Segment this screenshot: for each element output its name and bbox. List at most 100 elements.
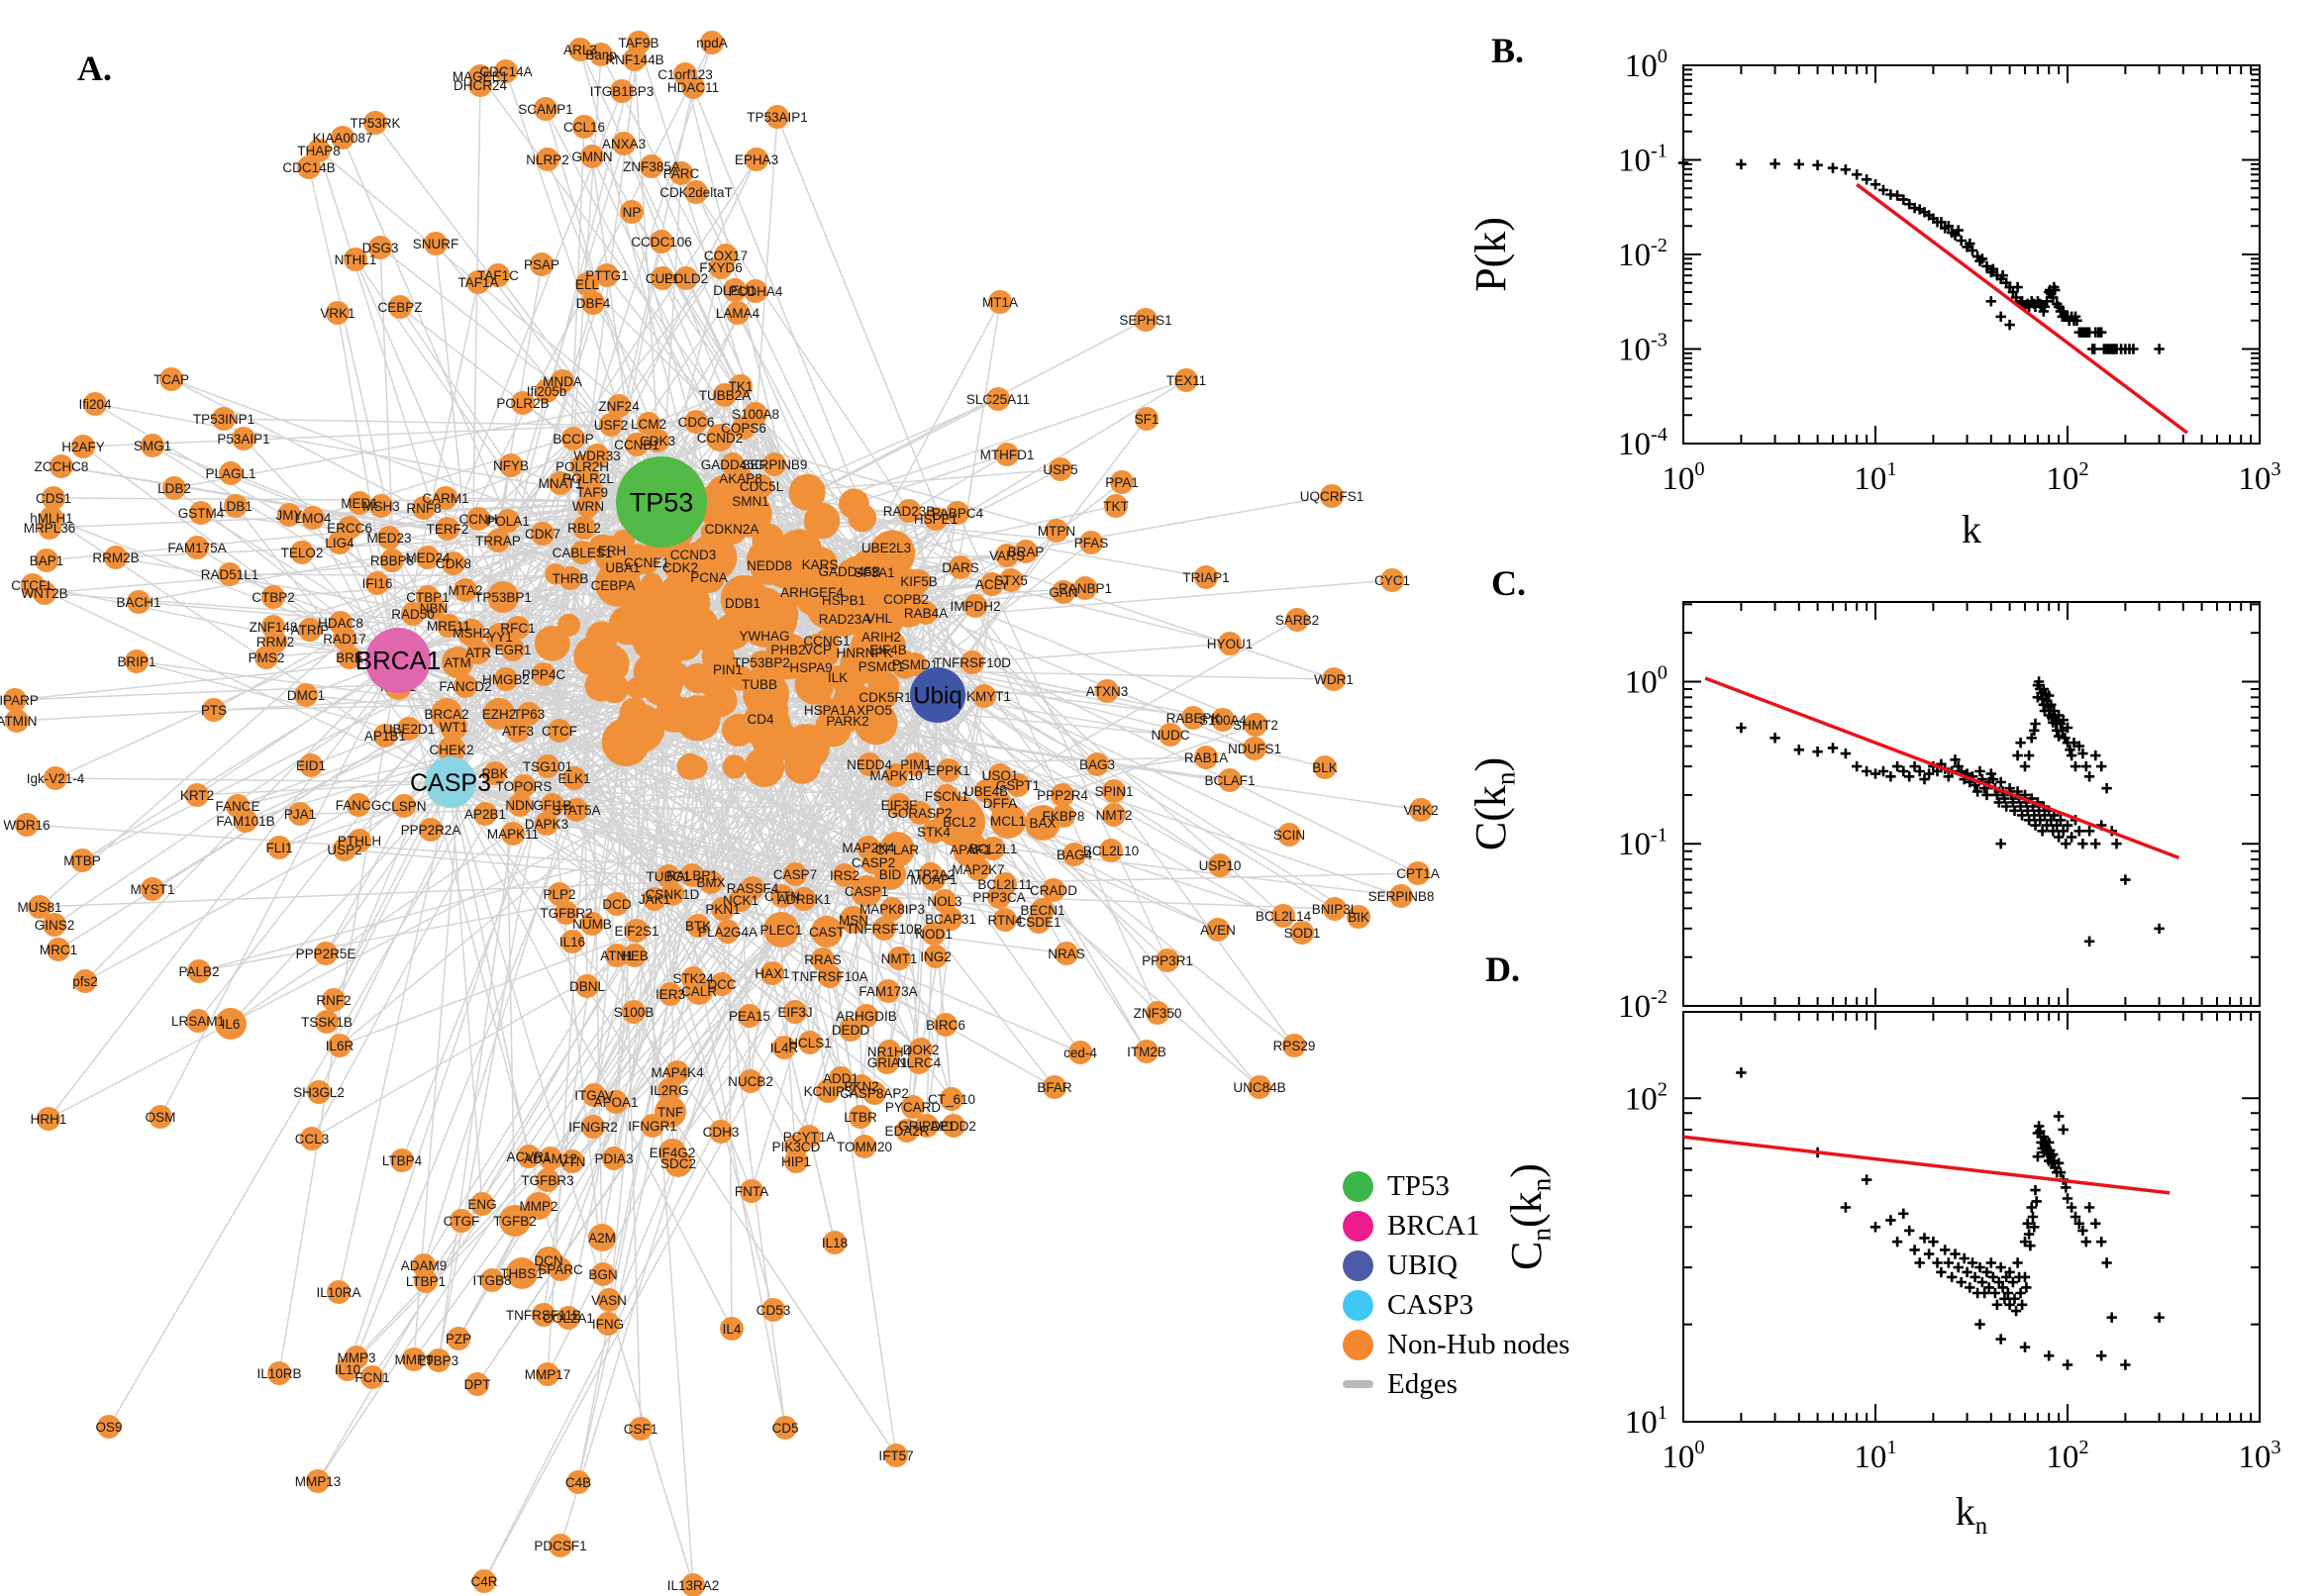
network-node: [939, 907, 962, 931]
network-node: [125, 649, 149, 673]
network-node-label: PMS2: [249, 650, 285, 665]
network-node-label: CSDE1: [1016, 915, 1060, 930]
network-node: [596, 1312, 620, 1336]
fit-line: [1682, 1135, 2171, 1195]
network-node-label: SHMT2: [1233, 718, 1278, 733]
network-node-label: IFI16: [362, 576, 393, 591]
svg-text:10-2: 10-2: [1618, 235, 1667, 273]
network-node-label: PPP2R2A: [401, 823, 461, 838]
network-node-label: RRM2B: [92, 550, 139, 565]
network-node-label: RAB4A: [904, 606, 948, 621]
network-node-label: TK1: [729, 379, 754, 394]
network-node-label: MAPK10: [869, 768, 922, 783]
network-node-label: JMY: [276, 508, 303, 523]
network-node-label: KARS: [802, 557, 839, 572]
network-node-label: SF3A1: [854, 565, 894, 580]
network-node-label: CDK5R1: [858, 690, 911, 705]
network-node-label: ACVR1: [506, 1149, 551, 1164]
network-node-label: IL6R: [326, 1039, 354, 1053]
network-node-label: FAM173A: [858, 984, 917, 999]
hub-node-casp3: [425, 756, 476, 808]
svg-text:102: 102: [1625, 1078, 1667, 1117]
network-node: [876, 979, 900, 1003]
network-node-label: ATR: [465, 646, 491, 660]
network-node-label: TNFRSF10D: [934, 655, 1011, 670]
network-node: [760, 961, 784, 985]
network-node: [904, 752, 928, 776]
network-node-label: CTCF: [542, 724, 577, 739]
network-node: [501, 638, 525, 661]
network-node-label: NLRC4: [897, 1055, 942, 1070]
network-node-label: NBN: [420, 601, 449, 616]
network-node: [141, 434, 164, 457]
network-node: [907, 1050, 931, 1074]
network-node-label: HEB: [621, 948, 649, 963]
network-node: [541, 793, 564, 817]
network-node-label: SMN1: [732, 494, 769, 509]
network-node-label: JAK1: [639, 892, 670, 907]
network-node: [300, 1127, 324, 1150]
network-node: [716, 513, 748, 545]
network-node-label: PBK: [481, 766, 508, 781]
network-node-label: MRE11: [427, 619, 470, 634]
network-node-label: Ifi205b: [527, 384, 567, 399]
network-node: [333, 838, 356, 861]
network-node: [875, 1050, 899, 1074]
network-node-label: VASN: [591, 1293, 627, 1308]
network-node: [625, 919, 649, 943]
network-node: [1134, 308, 1158, 332]
network-node-label: NCK1: [723, 893, 758, 908]
network-node: [641, 1114, 664, 1138]
network-node-label: APOA1: [593, 1095, 638, 1110]
network-node-label: ATP2A2: [906, 867, 955, 882]
network-node: [189, 501, 213, 525]
network-node-label: CDC6: [678, 415, 715, 430]
network-node-label: ITGAV: [574, 1088, 614, 1103]
network-node-label: NUDC: [1152, 728, 1190, 743]
network-node-label: PHB2: [770, 643, 805, 657]
network-node: [729, 466, 753, 490]
network-node-label: CDS1: [36, 491, 71, 506]
network-node-label: RANBP1: [1059, 581, 1112, 596]
network-node-label: IFNGR1: [628, 1119, 677, 1134]
network-node: [159, 367, 183, 391]
network-node: [681, 75, 705, 99]
network-node: [894, 587, 918, 611]
network-node-label: CCND2: [697, 431, 744, 446]
network-node-label: SCAMP1: [518, 102, 573, 117]
network-node: [744, 668, 775, 700]
network-node: [43, 913, 66, 937]
network-node: [512, 774, 536, 798]
network-node-label: CTTN: [764, 889, 800, 904]
network-node: [483, 698, 515, 730]
network-node: [536, 754, 559, 778]
network-node-label: PLA2G4A: [698, 925, 758, 940]
network-node: [42, 486, 65, 510]
network-node: [499, 453, 523, 477]
network-node-label: NR1H4: [867, 1045, 912, 1059]
network-node-label: UNC84B: [1233, 1080, 1285, 1095]
network-node: [566, 1470, 590, 1494]
network-node: [607, 394, 631, 418]
network-node-label: THBS1: [500, 1266, 544, 1281]
network-node: [1135, 1040, 1159, 1063]
network-node: [895, 1119, 919, 1143]
axis-ticks: [1682, 1012, 2261, 1423]
network-node: [414, 1269, 438, 1293]
network-node-label: MMP2: [519, 1199, 557, 1214]
svg-text:P(k): P(k): [1466, 217, 1515, 292]
network-node: [762, 452, 786, 476]
network-node: [442, 647, 473, 678]
svg-text:101: 101: [1854, 458, 1896, 497]
network-node-label: CRADD: [1030, 883, 1077, 898]
network-node: [402, 1347, 426, 1371]
network-node: [884, 763, 908, 787]
network-node: [3, 688, 27, 712]
panel-b-label: B.: [1491, 31, 1525, 70]
network-node-label: CEBPZ: [377, 300, 422, 315]
network-node: [363, 111, 387, 135]
network-node-label: RBL2: [567, 521, 601, 536]
plot-frame: [1682, 1011, 2261, 1423]
network-node: [1042, 878, 1065, 902]
network-node-label: BAG4: [1057, 848, 1093, 862]
